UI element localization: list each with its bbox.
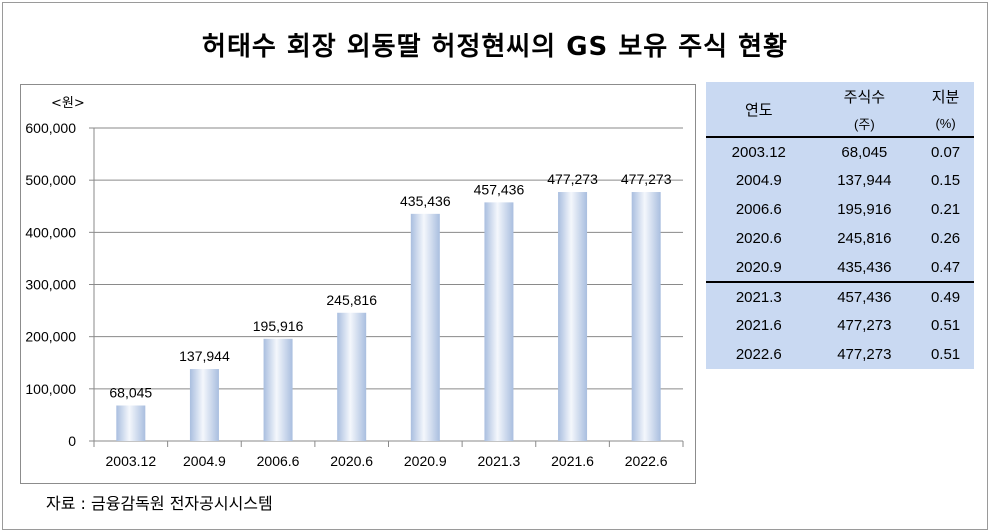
cell-shares: 195,916 (837, 201, 892, 218)
cell-year: 2021.3 (706, 281, 812, 311)
cell-stake: 0.51 (930, 317, 961, 334)
source-note: 자료 : 금융감독원 전자공시시스템 (46, 494, 273, 513)
bar (484, 202, 514, 441)
header-shares-unit: (주) (854, 117, 875, 132)
table-row: 2003.12 68,045 0.07 (706, 136, 974, 166)
y-tick-label: 100,000 (25, 381, 76, 397)
bar-value-label: 68,045 (109, 385, 152, 401)
y-tick-label: 600,000 (25, 120, 76, 136)
cell-year: 2021.6 (735, 317, 782, 334)
y-tick-label: 300,000 (25, 277, 76, 293)
cell-year: 2003.12 (706, 136, 812, 166)
header-stake: 지분 (931, 89, 960, 106)
y-tick-label: 200,000 (25, 329, 76, 345)
bar (337, 312, 367, 441)
table-row: 2020.6 245,816 0.26 (706, 224, 974, 253)
table-row: 2021.6 477,273 0.51 (706, 311, 974, 340)
bar (116, 405, 146, 441)
y-tick-label: 400,000 (25, 224, 76, 240)
cell-shares: 435,436 (837, 258, 892, 276)
cell-stake: 0.51 (930, 346, 961, 363)
cell-year: 2020.9 (735, 258, 782, 276)
bar (558, 192, 588, 441)
y-unit-label: <원> (51, 96, 85, 111)
cell-shares: 68,045 (811, 136, 918, 166)
bar (631, 192, 661, 441)
y-tick-label: 0 (68, 433, 76, 449)
cell-shares: 245,816 (837, 230, 892, 247)
header-stake-unit: (%) (935, 116, 956, 131)
bar (189, 369, 219, 441)
bar-value-label: 457,436 (474, 181, 525, 197)
cell-year: 2006.6 (735, 201, 782, 218)
cell-stake: 0.21 (930, 201, 961, 218)
header-year: 연도 (744, 101, 773, 119)
bar-value-label: 137,944 (179, 348, 230, 364)
holdings-table: 연도 주식수 지분 (주) (%) 2003.12 68,045 0.07 2004… (706, 82, 974, 369)
bar-value-label: 477,273 (547, 171, 598, 187)
y-tick-label: 500,000 (25, 172, 76, 188)
cell-shares: 457,436 (811, 281, 918, 311)
bar-chart: <원> 0 100,000 200,000 300,000 400,000 500,000 6… (20, 84, 696, 484)
bar-value-label: 195,916 (253, 318, 304, 334)
cell-stake: 0.49 (917, 281, 974, 311)
bar-value-label: 477,273 (621, 171, 672, 187)
table-row: 2004.9 137,944 0.15 (706, 166, 974, 195)
x-tick-label: 2004.9 (183, 453, 226, 469)
table-row: 2006.6 195,916 0.21 (706, 195, 974, 224)
x-tick-label: 2022.6 (625, 453, 668, 469)
bar-value-label: 435,436 (400, 193, 451, 209)
cell-stake: 0.15 (930, 172, 961, 189)
page-title: 허태수 회장 외동딸 허정현씨의 GS 보유 주식 현황 (202, 32, 788, 62)
header-shares: 주식수 (843, 89, 886, 106)
bar (263, 338, 293, 441)
table-row: 2020.9 435,436 0.47 (706, 253, 974, 282)
chart-canvas: <원> 0 100,000 200,000 300,000 400,000 500,000 6… (25, 96, 684, 469)
x-tick-label: 2021.6 (551, 453, 594, 469)
bar-value-label: 245,816 (326, 292, 377, 308)
cell-year: 2004.9 (735, 172, 782, 189)
cell-shares: 137,944 (837, 172, 892, 189)
cell-year: 2022.6 (735, 346, 782, 363)
cell-shares: 477,273 (837, 317, 892, 334)
x-tick-label: 2021.3 (478, 453, 521, 469)
table-row: 2021.3 457,436 0.49 (706, 281, 974, 311)
x-tick-label: 2003.12 (106, 453, 157, 469)
bar (410, 213, 440, 441)
x-tick-label: 2020.9 (404, 453, 447, 469)
table-row: 2022.6 477,273 0.51 (706, 340, 974, 369)
cell-stake: 0.47 (930, 258, 961, 276)
x-tick-label: 2006.6 (257, 453, 300, 469)
cell-stake: 0.07 (917, 136, 974, 166)
cell-shares: 477,273 (837, 346, 892, 363)
cell-stake: 0.26 (930, 230, 961, 247)
x-tick-label: 2020.6 (330, 453, 373, 469)
cell-year: 2020.6 (735, 230, 782, 247)
